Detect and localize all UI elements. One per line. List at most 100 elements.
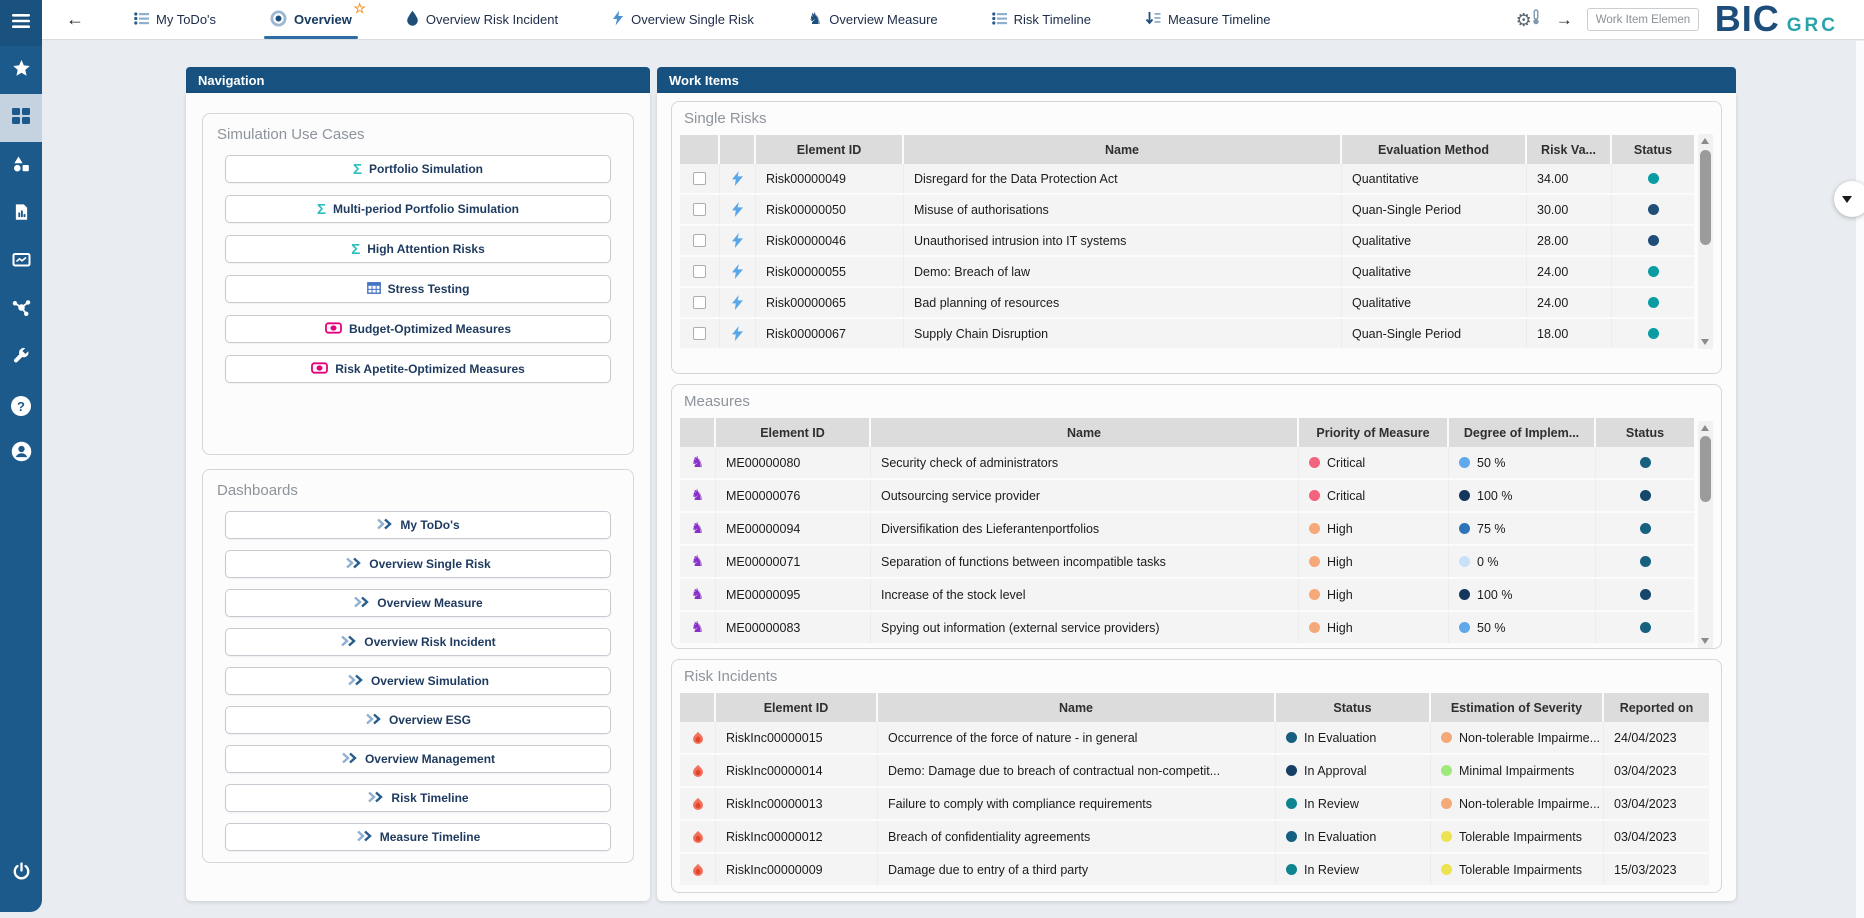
- col-status[interactable]: Status: [1612, 135, 1694, 164]
- tab-overview-measure[interactable]: ♞ Overview Measure: [808, 0, 938, 39]
- col-name[interactable]: Name: [904, 135, 1342, 164]
- sidebar-item-monitor[interactable]: [0, 238, 42, 286]
- dashboard-overview-measure-button[interactable]: Overview Measure: [225, 589, 611, 617]
- scroll-down-icon[interactable]: [1701, 339, 1709, 345]
- status-dot: [1647, 297, 1659, 308]
- col-element-id[interactable]: Element ID: [716, 693, 878, 722]
- col-type[interactable]: [680, 418, 716, 447]
- table-row[interactable]: Risk00000065 Bad planning of resources Q…: [680, 288, 1694, 319]
- table-row[interactable]: Risk00000050 Misuse of authorisations Qu…: [680, 195, 1694, 226]
- dashboard-measure-timeline-button[interactable]: Measure Timeline: [225, 823, 611, 851]
- col-element-id[interactable]: Element ID: [756, 135, 904, 164]
- scroll-up-icon[interactable]: [1701, 425, 1709, 431]
- sidebar-item-tools[interactable]: [0, 334, 42, 382]
- favorite-star-icon[interactable]: ☆: [353, 0, 366, 16]
- col-degree[interactable]: Degree of Implem...: [1449, 418, 1596, 447]
- table-row[interactable]: Risk00000055 Demo: Breach of law Qualita…: [680, 257, 1694, 288]
- dashboard-overview-esg-button[interactable]: Overview ESG: [225, 706, 611, 734]
- vertical-scrollbar[interactable]: [1698, 421, 1713, 648]
- logout-button[interactable]: [0, 862, 42, 886]
- table-row[interactable]: ♞ ME00000083 Spying out information (ext…: [680, 612, 1694, 645]
- table-row[interactable]: Risk00000067 Supply Chain Disruption Qua…: [680, 319, 1694, 350]
- row-checkbox[interactable]: [693, 203, 706, 216]
- table-row[interactable]: Risk00000046 Unauthorised intrusion into…: [680, 226, 1694, 257]
- portfolio-simulation-button[interactable]: Σ Portfolio Simulation: [225, 155, 611, 183]
- tab-risk-timeline[interactable]: Risk Timeline: [991, 0, 1091, 39]
- budget-optimized-measures-button[interactable]: Budget-Optimized Measures: [225, 315, 611, 343]
- col-evaluation-method[interactable]: Evaluation Method: [1342, 135, 1527, 164]
- sidebar-item-reports[interactable]: [0, 190, 42, 238]
- right-panel-toggle[interactable]: [1834, 181, 1864, 217]
- scroll-down-icon[interactable]: [1701, 638, 1709, 644]
- table-row[interactable]: RiskInc00000015 Occurrence of the force …: [680, 722, 1709, 755]
- group-title: Dashboards: [217, 482, 298, 499]
- dashboard-risk-timeline-button[interactable]: Risk Timeline: [225, 784, 611, 812]
- table-row[interactable]: ♞ ME00000094 Diversifikation des Liefera…: [680, 513, 1694, 546]
- sigma-icon: Σ: [317, 200, 327, 218]
- back-button[interactable]: ←: [66, 9, 84, 29]
- dashboard-overview-single-risk-button[interactable]: Overview Single Risk: [225, 550, 611, 578]
- multi-period-portfolio-simulation-button[interactable]: Σ Multi-period Portfolio Simulation: [225, 195, 611, 223]
- settings-button[interactable]: ⚙: [1516, 9, 1540, 30]
- sidebar-item-profile[interactable]: [0, 430, 42, 478]
- vertical-scrollbar[interactable]: [1698, 134, 1713, 349]
- col-status[interactable]: Status: [1596, 418, 1694, 447]
- dashboard-my-todos-button[interactable]: My ToDo's: [225, 511, 611, 539]
- col-element-id[interactable]: Element ID: [716, 418, 871, 447]
- col-name[interactable]: Name: [878, 693, 1276, 722]
- row-checkbox[interactable]: [693, 172, 706, 185]
- go-button[interactable]: →: [1555, 9, 1573, 29]
- table-row[interactable]: RiskInc00000014 Demo: Damage due to brea…: [680, 755, 1709, 788]
- dashboard-overview-management-button[interactable]: Overview Management: [225, 745, 611, 773]
- col-status[interactable]: Status: [1276, 693, 1431, 722]
- dashboard-overview-simulation-button[interactable]: Overview Simulation: [225, 667, 611, 695]
- tab-overview-risk-incident[interactable]: Overview Risk Incident: [406, 0, 558, 39]
- tab-label: Measure Timeline: [1167, 12, 1271, 27]
- table-row[interactable]: ♞ ME00000095 Increase of the stock level…: [680, 579, 1694, 612]
- measure-knight-icon: ♞: [690, 520, 705, 537]
- table-row[interactable]: RiskInc00000009 Damage due to entry of a…: [680, 854, 1709, 887]
- high-attention-risks-button[interactable]: Σ High Attention Risks: [225, 235, 611, 263]
- tab-overview[interactable]: Overview ☆: [264, 0, 366, 39]
- tab-strip: My ToDo's Overview ☆ Overview Risk Incid…: [134, 0, 1271, 39]
- col-type[interactable]: [680, 693, 716, 722]
- sidebar-item-favorites[interactable]: [0, 46, 42, 94]
- measure-knight-icon: ♞: [690, 487, 705, 504]
- table-row[interactable]: ♞ ME00000080 Security check of administr…: [680, 447, 1694, 480]
- tab-my-todos[interactable]: My ToDo's: [134, 0, 216, 39]
- menu-button[interactable]: [0, 0, 42, 46]
- sidebar-item-dashboards[interactable]: [0, 94, 42, 142]
- col-severity[interactable]: Estimation of Severity: [1431, 693, 1604, 722]
- risk-incidents-section: Risk Incidents Element ID Name Status Es…: [671, 659, 1722, 893]
- row-checkbox[interactable]: [693, 327, 706, 340]
- table-row[interactable]: RiskInc00000012 Breach of confidentialit…: [680, 821, 1709, 854]
- col-select[interactable]: [680, 135, 720, 164]
- row-checkbox[interactable]: [693, 234, 706, 247]
- table-row[interactable]: RiskInc00000013 Failure to comply with c…: [680, 788, 1709, 821]
- col-risk-value[interactable]: Risk Va...: [1527, 135, 1612, 164]
- sidebar-item-help[interactable]: ?: [0, 382, 42, 430]
- row-checkbox[interactable]: [693, 296, 706, 309]
- row-checkbox[interactable]: [693, 265, 706, 278]
- status-dot: [1647, 173, 1659, 184]
- chevrons-icon: [367, 791, 384, 806]
- sidebar-item-network[interactable]: [0, 286, 42, 334]
- measure-knight-icon: ♞: [690, 586, 705, 603]
- tab-measure-timeline[interactable]: Measure Timeline: [1145, 0, 1271, 39]
- tab-overview-single-risk[interactable]: Overview Single Risk: [612, 0, 754, 39]
- stress-testing-button[interactable]: Stress Testing: [225, 275, 611, 303]
- col-reported-on[interactable]: Reported on: [1604, 693, 1709, 722]
- col-priority[interactable]: Priority of Measure: [1299, 418, 1449, 447]
- col-name[interactable]: Name: [871, 418, 1299, 447]
- sidebar-item-portfolio[interactable]: [0, 142, 42, 190]
- risk-apetite-optimized-measures-button[interactable]: Risk Apetite-Optimized Measures: [225, 355, 611, 383]
- col-type[interactable]: [720, 135, 756, 164]
- table-row[interactable]: ♞ ME00000076 Outsourcing service provide…: [680, 480, 1694, 513]
- work-item-element-id-input[interactable]: [1586, 8, 1699, 31]
- table-row[interactable]: ♞ ME00000071 Separation of functions bet…: [680, 546, 1694, 579]
- scroll-up-icon[interactable]: [1701, 138, 1709, 144]
- table-row[interactable]: Risk00000049 Disregard for the Data Prot…: [680, 164, 1694, 195]
- dashboard-overview-risk-incident-button[interactable]: Overview Risk Incident: [225, 628, 611, 656]
- scrollbar-thumb[interactable]: [1700, 436, 1711, 502]
- scrollbar-thumb[interactable]: [1700, 150, 1711, 245]
